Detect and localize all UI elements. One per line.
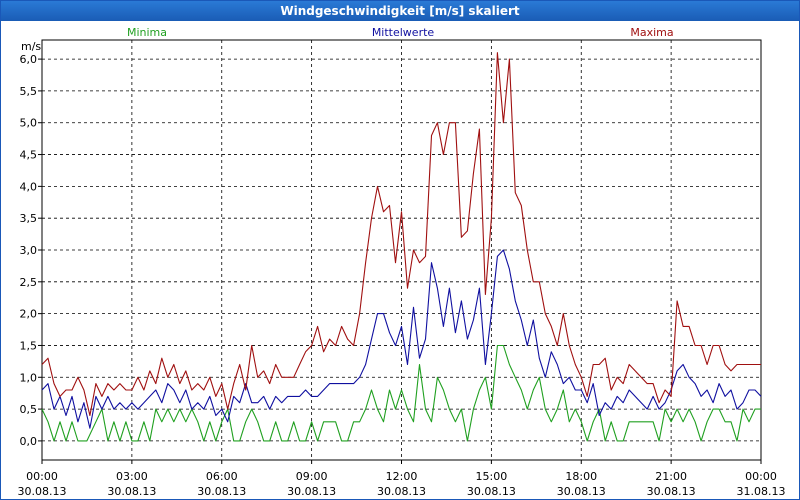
y-tick-label: 3,0 xyxy=(20,244,38,257)
legend-mittelwerte: Mittelwerte xyxy=(372,26,435,39)
y-tick-label: 1,0 xyxy=(20,371,38,384)
x-tick-time-label: 06:00 xyxy=(206,470,238,483)
y-tick-label: 5,5 xyxy=(20,85,38,98)
x-tick-time-label: 00:00 xyxy=(745,470,777,483)
y-tick-label: 3,5 xyxy=(20,212,38,225)
x-tick-date-label: 30.08.13 xyxy=(557,485,606,498)
x-tick-date-label: 30.08.13 xyxy=(377,485,426,498)
x-tick-time-label: 12:00 xyxy=(386,470,418,483)
legend-minima: Minima xyxy=(127,26,167,39)
y-tick-label: 2,5 xyxy=(20,276,38,289)
legend-maxima: Maxima xyxy=(630,26,673,39)
x-tick-date-label: 30.08.13 xyxy=(18,485,67,498)
x-tick-time-label: 00:00 xyxy=(26,470,58,483)
y-tick-label: 0,5 xyxy=(20,403,38,416)
window-title: Windgeschwindigkeit [m/s] skaliert xyxy=(1,1,799,21)
x-tick-date-label: 30.08.13 xyxy=(107,485,156,498)
x-tick-date-label: 31.08.13 xyxy=(737,485,786,498)
x-tick-time-label: 15:00 xyxy=(476,470,508,483)
series-line-minima xyxy=(41,344,761,442)
x-tick-time-label: 09:00 xyxy=(296,470,328,483)
x-tick-time-label: 03:00 xyxy=(116,470,148,483)
x-tick-date-label: 30.08.13 xyxy=(467,485,516,498)
y-tick-label: 2,0 xyxy=(20,308,38,321)
y-tick-label: 5,0 xyxy=(20,117,38,130)
wind-speed-chart: 0,0 0,5 1,0 1,5 2,0 2,5 3,0 3,5 4,0 4,5 5,0 5,5 6,0 0… xyxy=(18,26,786,498)
y-tick-label: 0,0 xyxy=(20,435,38,448)
x-tick-date-label: 30.08.13 xyxy=(647,485,696,498)
series-line-maxima xyxy=(41,52,761,417)
y-tick-label: 6,0 xyxy=(20,53,38,66)
x-tick-date-label: 30.08.13 xyxy=(287,485,336,498)
x-tick-date-label: 30.08.13 xyxy=(197,485,246,498)
y-tick-label: 1,5 xyxy=(20,339,38,352)
y-axis-label: m/s xyxy=(21,40,41,53)
x-tick-time-label: 18:00 xyxy=(565,470,597,483)
series-line-mittelwerte xyxy=(41,249,762,429)
y-tick-label: 4,5 xyxy=(20,149,38,162)
x-tick-time-label: 21:00 xyxy=(655,470,687,483)
y-tick-label: 4,0 xyxy=(20,180,38,193)
